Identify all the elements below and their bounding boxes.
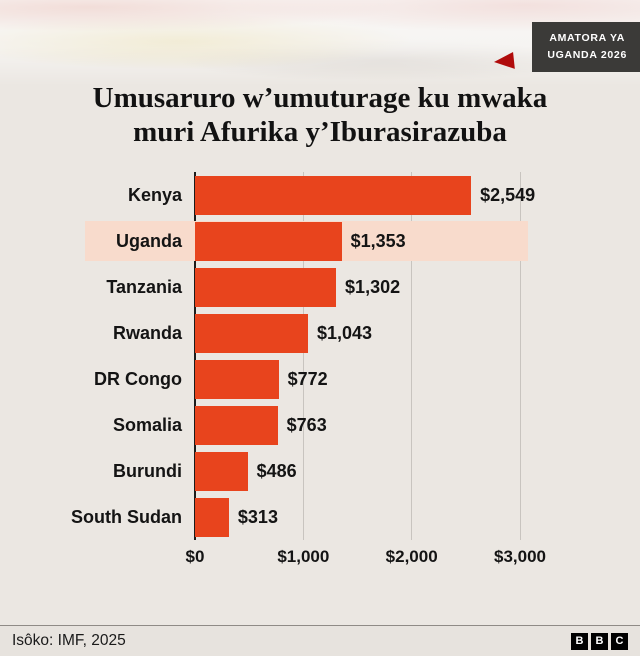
chart-row: Tanzania $1,302 bbox=[0, 264, 640, 310]
badge-line-1: AMATORA YA bbox=[549, 32, 625, 44]
value-label: $1,353 bbox=[350, 230, 406, 251]
bar bbox=[195, 405, 278, 445]
y-axis-line bbox=[194, 172, 196, 540]
x-axis-ticks: $0 $1,000 $2,000 $3,000 bbox=[186, 547, 546, 573]
plot-cell: $763 bbox=[195, 402, 520, 448]
topic-badge: AMATORA YA UGANDA 2026 bbox=[532, 22, 640, 72]
value-label: $2,549 bbox=[480, 184, 536, 205]
category-label: DR Congo bbox=[94, 368, 182, 389]
value-label: $763 bbox=[286, 414, 327, 435]
source-note: Isôko: IMF, 2025 bbox=[12, 632, 126, 649]
value-label: $313 bbox=[237, 506, 278, 527]
bar bbox=[195, 267, 337, 307]
bar bbox=[195, 359, 279, 399]
value-label: $1,302 bbox=[345, 276, 401, 297]
chart-row: Somalia $763 bbox=[0, 402, 640, 448]
bar bbox=[195, 313, 308, 353]
plot-cell: $1,302 bbox=[195, 264, 520, 310]
plot-cell: $313 bbox=[195, 494, 520, 540]
bar bbox=[195, 497, 229, 537]
chart-title-line-1: Umusaruro w’umuturage ku mwaka bbox=[92, 82, 548, 114]
chart-title: Umusaruro w’umuturage ku mwaka muri Afur… bbox=[0, 82, 640, 149]
bar bbox=[195, 175, 472, 215]
gridline bbox=[411, 172, 413, 540]
gridlines bbox=[194, 172, 521, 540]
footer: Isôko: IMF, 2025 B B C bbox=[0, 625, 640, 656]
chart-row: Burundi $486 bbox=[0, 448, 640, 494]
category-label: Kenya bbox=[127, 184, 182, 205]
plot-cell: $772 bbox=[195, 356, 520, 402]
x-tick-label: $3,000 bbox=[494, 547, 546, 566]
category-label: Burundi bbox=[113, 460, 182, 481]
badge-line-2: UGANDA 2026 bbox=[547, 48, 627, 61]
bbc-logo: B B C bbox=[571, 632, 628, 650]
plot-cell: $1,353 bbox=[195, 218, 520, 264]
chart-row: Rwanda $1,043 bbox=[0, 310, 640, 356]
chart-title-line-2: muri Afurika y’Iburasirazuba bbox=[133, 115, 507, 148]
red-pointer-arrow-icon bbox=[493, 52, 515, 71]
bbc-logo-block: B bbox=[571, 632, 588, 650]
bar bbox=[195, 221, 342, 261]
bar bbox=[195, 451, 248, 491]
category-label: Rwanda bbox=[112, 322, 182, 343]
x-tick-label: $0 bbox=[185, 547, 205, 566]
value-label: $486 bbox=[256, 460, 297, 481]
value-label: $1,043 bbox=[316, 322, 373, 343]
chart-row: DR Congo $772 bbox=[0, 356, 640, 402]
chart-row: South Sudan $313 bbox=[0, 494, 640, 540]
gridline bbox=[302, 172, 304, 540]
category-label: Uganda bbox=[115, 230, 182, 251]
chart-row: Kenya $2,549 bbox=[0, 172, 640, 218]
bbc-logo-block: C bbox=[611, 632, 628, 650]
plot-cell: $486 bbox=[195, 448, 520, 494]
category-label: Somalia bbox=[112, 414, 182, 435]
category-label: Tanzania bbox=[106, 276, 182, 297]
chart-rows: Kenya $2,549 Uganda $1,353 Tanzania $1,302 Rwa… bbox=[0, 172, 640, 540]
bar-chart: Kenya $2,549 Uganda $1,353 Tanzania $1,302 Rwa… bbox=[0, 172, 640, 573]
plot-cell: $2,549 bbox=[195, 172, 535, 218]
x-tick-label: $2,000 bbox=[385, 547, 438, 566]
bbc-logo-block: B bbox=[591, 632, 608, 650]
category-label: South Sudan bbox=[71, 506, 182, 527]
value-label: $772 bbox=[287, 368, 328, 389]
gridline bbox=[519, 172, 521, 540]
chart-row: Uganda $1,353 bbox=[0, 218, 640, 264]
x-tick-label: $1,000 bbox=[277, 547, 330, 566]
plot-cell: $1,043 bbox=[195, 310, 520, 356]
